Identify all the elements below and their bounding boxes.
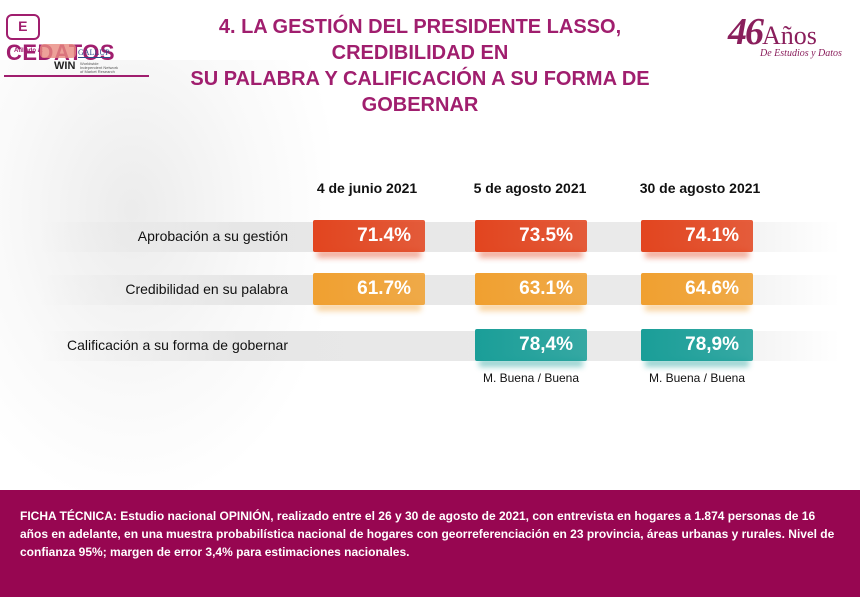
- column-header: 30 de agosto 2021: [639, 180, 761, 196]
- technical-sheet: FICHA TÉCNICA: Estudio nacional OPINIÓN,…: [0, 490, 860, 597]
- win-subtitle: Worldwide Independent Network of Market …: [80, 61, 119, 74]
- column-header: 4 de junio 2021: [316, 180, 418, 196]
- column-header: 5 de agosto 2021: [473, 180, 587, 196]
- value-cell: 63.1%: [475, 273, 587, 305]
- win-logo: WIN: [54, 60, 76, 72]
- page-title: 4. LA GESTIÓN DEL PRESIDENTE LASSO, CRED…: [150, 14, 690, 118]
- anniversary-word: Años: [762, 21, 817, 50]
- value-shadow: [645, 250, 749, 258]
- row-label: Calificación a su forma de gobernar: [66, 337, 288, 353]
- value-cell: 71.4%: [313, 220, 425, 252]
- value-shadow: [479, 359, 583, 367]
- logo-divider: [4, 75, 149, 77]
- value-shadow: [645, 303, 749, 311]
- cedatos-logo: ECEDATOS Afiliado a: GALLUP WIN Worldwid…: [6, 8, 146, 74]
- row-label: Credibilidad en su palabra: [125, 281, 288, 297]
- value-shadow: [479, 303, 583, 311]
- anniversary-logo: 46Años De Estudios y Datos: [728, 10, 856, 59]
- value-cell: 74.1%: [641, 220, 753, 252]
- title-line-1: 4. LA GESTIÓN DEL PRESIDENTE LASSO, CRED…: [218, 16, 622, 64]
- value-cell: 78,9%: [641, 329, 753, 361]
- value-shadow: [645, 359, 749, 367]
- value-shadow: [317, 303, 421, 311]
- gallup-logo: GALLUP: [78, 48, 110, 58]
- title-line-2: SU PALABRA Y CALIFICACIÓN A SU FORMA DE …: [190, 68, 650, 116]
- chart-table: 4 de junio 2021 5 de agosto 2021 30 de ago…: [40, 180, 840, 385]
- value-cell: 64.6%: [641, 273, 753, 305]
- affiliated-label: Afiliado a:: [14, 48, 44, 54]
- value-shadow: [479, 250, 583, 258]
- technical-sheet-text: FICHA TÉCNICA: Estudio nacional OPINIÓN,…: [20, 509, 835, 559]
- value-cell: 61.7%: [313, 273, 425, 305]
- value-sublabel: M. Buena / Buena: [648, 371, 746, 385]
- value-cell: 73.5%: [475, 220, 587, 252]
- row-label: Aprobación a su gestión: [137, 228, 288, 244]
- anniversary-subtitle: De Estudios y Datos: [760, 48, 842, 59]
- world-map-icon: [40, 44, 76, 58]
- value-shadow: [317, 250, 421, 258]
- value-sublabel: M. Buena / Buena: [482, 371, 580, 385]
- anniversary-number: 46: [728, 11, 764, 53]
- value-cell: 78,4%: [475, 329, 587, 361]
- cedatos-mark-icon: E: [6, 14, 40, 40]
